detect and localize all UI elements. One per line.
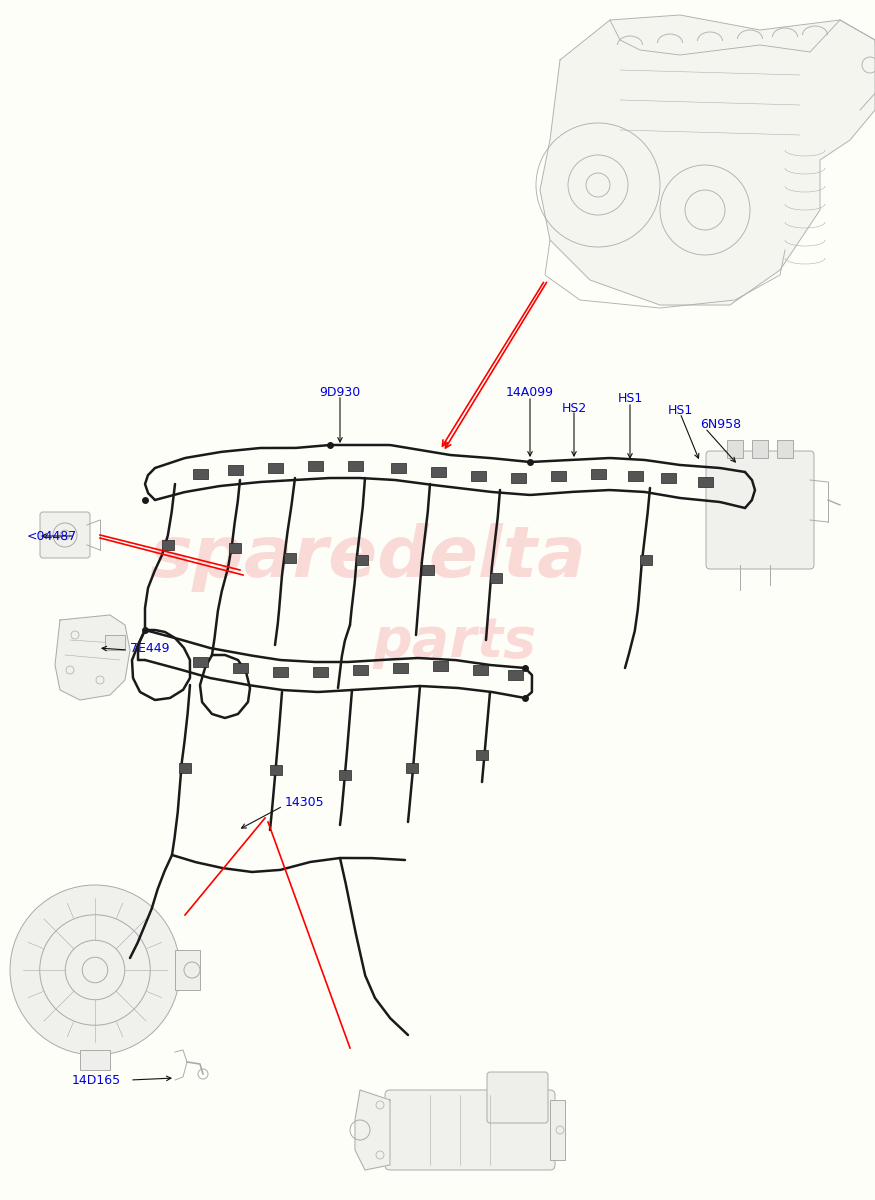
Bar	[432, 661, 447, 671]
Bar	[752, 440, 768, 458]
Bar	[661, 473, 676, 482]
Bar	[270, 766, 282, 775]
Bar	[192, 658, 207, 667]
Bar	[430, 467, 445, 476]
Bar	[591, 469, 605, 479]
Bar	[550, 1100, 565, 1160]
Bar	[473, 665, 487, 674]
Text: sparedelta: sparedelta	[149, 523, 586, 593]
Text: 7E449: 7E449	[130, 642, 170, 654]
Bar	[406, 763, 418, 773]
Text: 14305: 14305	[285, 797, 325, 810]
Bar	[727, 440, 743, 458]
Text: HS1: HS1	[618, 391, 642, 404]
Bar	[233, 662, 248, 673]
Bar	[312, 667, 327, 677]
Text: 14A099: 14A099	[506, 385, 554, 398]
FancyBboxPatch shape	[40, 512, 90, 558]
Text: <04487: <04487	[27, 529, 77, 542]
Bar	[284, 553, 296, 563]
FancyBboxPatch shape	[385, 1090, 555, 1170]
Bar	[105, 635, 125, 650]
Bar	[80, 1050, 110, 1070]
Bar	[390, 463, 405, 473]
Text: HS1: HS1	[668, 403, 693, 416]
Bar	[476, 750, 488, 760]
Polygon shape	[355, 1090, 390, 1170]
FancyBboxPatch shape	[487, 1072, 548, 1123]
Bar	[192, 469, 207, 479]
Bar	[471, 470, 486, 481]
Bar	[640, 554, 652, 565]
Bar	[777, 440, 793, 458]
Bar	[175, 950, 200, 990]
Bar	[228, 464, 242, 475]
Bar	[339, 770, 351, 780]
Circle shape	[10, 886, 180, 1055]
Text: 6N958: 6N958	[700, 419, 741, 432]
Bar	[422, 565, 434, 575]
Text: 9D930: 9D930	[319, 385, 360, 398]
Text: HS2: HS2	[562, 402, 586, 414]
Text: parts: parts	[373, 614, 537, 670]
Bar	[550, 470, 565, 481]
Text: 14D165: 14D165	[72, 1074, 121, 1086]
Bar	[229, 542, 241, 553]
Bar	[393, 662, 408, 673]
Bar	[268, 463, 283, 473]
Polygon shape	[55, 614, 130, 700]
Bar	[353, 665, 367, 674]
Bar	[356, 554, 368, 565]
Bar	[697, 476, 712, 487]
Bar	[627, 470, 642, 481]
Bar	[162, 540, 174, 550]
Bar	[510, 473, 526, 482]
Bar	[179, 763, 191, 773]
Bar	[272, 667, 288, 677]
Bar	[490, 572, 502, 583]
Bar	[347, 461, 362, 470]
Bar	[307, 461, 323, 470]
FancyBboxPatch shape	[706, 451, 814, 569]
Bar	[507, 670, 522, 680]
Polygon shape	[540, 14, 875, 305]
